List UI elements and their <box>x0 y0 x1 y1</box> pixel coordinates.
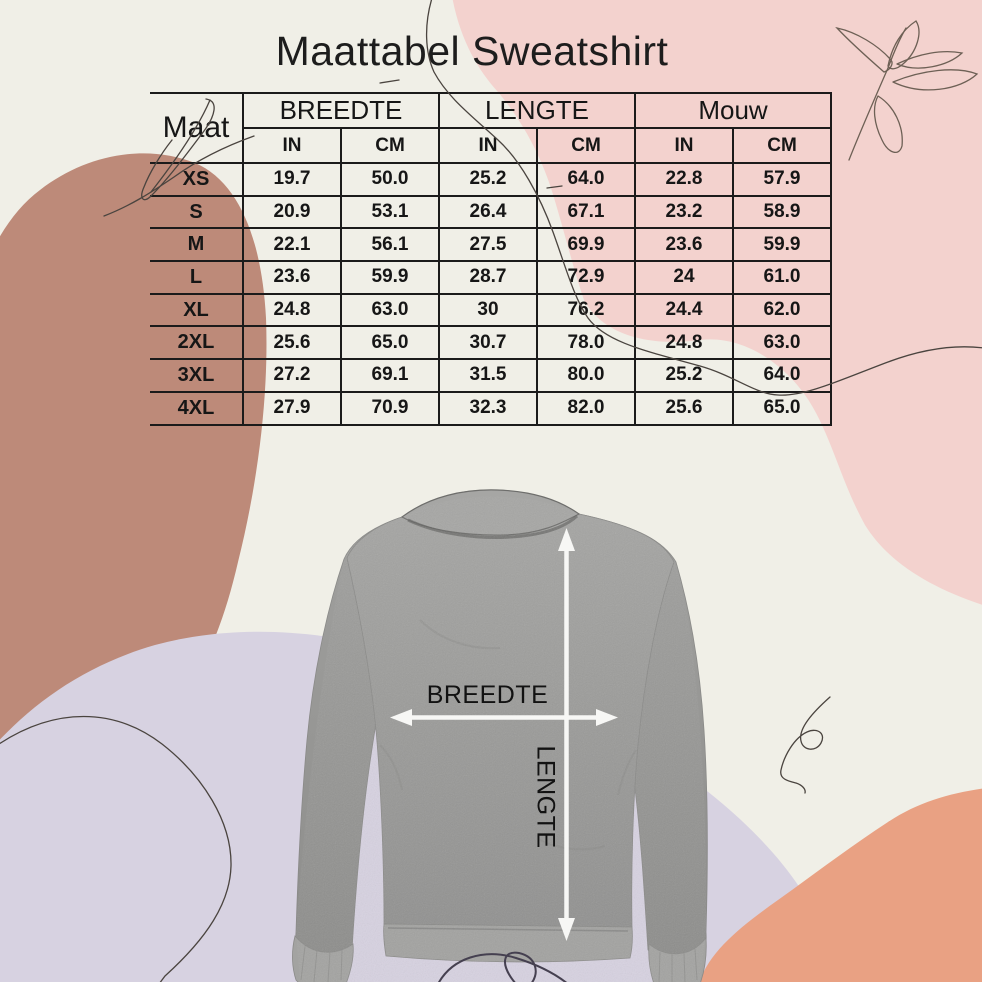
group-header-breedte: BREEDTE <box>242 92 440 129</box>
size-cell: XL <box>150 292 244 328</box>
measurement-cell: 22.1 <box>242 227 342 263</box>
measurement-cell: 76.2 <box>536 292 636 328</box>
measurement-cell: 59.9 <box>340 260 440 295</box>
measurement-cell: 67.1 <box>536 194 636 230</box>
size-row: 3XL 27.2 69.1 31.5 80.0 25.2 64.0 <box>150 358 833 393</box>
unit-header-cm: CM <box>536 127 636 164</box>
size-row: XL 24.8 63.0 30 76.2 24.4 62.0 <box>150 292 833 328</box>
measurement-cell: 62.0 <box>731 292 833 328</box>
measurement-cell: 24.8 <box>242 292 342 328</box>
size-cell: S <box>150 194 244 230</box>
size-cell: 2XL <box>150 325 244 361</box>
measurement-cell: 69.1 <box>340 358 440 393</box>
measurement-cell: 25.6 <box>634 390 734 426</box>
measurement-cell: 24.4 <box>634 292 734 328</box>
group-header-lengte: LENGTE <box>438 92 636 129</box>
measurement-cell: 63.0 <box>731 325 833 361</box>
measurement-cell: 78.0 <box>536 325 636 361</box>
measurement-cell: 31.5 <box>438 358 538 393</box>
size-row: L 23.6 59.9 28.7 72.9 24 61.0 <box>150 260 833 295</box>
measurement-cell: 25.6 <box>242 325 342 361</box>
measurement-cell: 65.0 <box>340 325 440 361</box>
measurement-cell: 27.9 <box>242 390 342 426</box>
page-title: Maattabel Sweatshirt <box>275 28 669 74</box>
measurement-cell: 32.3 <box>438 390 538 426</box>
size-cell: 4XL <box>150 390 244 426</box>
salmon-blob <box>699 788 982 982</box>
measurement-cell: 50.0 <box>340 162 440 197</box>
unit-header-in: IN <box>243 127 342 164</box>
unit-header-in: IN <box>438 127 538 164</box>
measurement-cell: 26.4 <box>438 194 538 230</box>
unit-header-cm: CM <box>340 127 440 164</box>
size-row: M 22.1 56.1 27.5 69.9 23.6 59.9 <box>150 227 833 263</box>
size-row: 2XL 25.6 65.0 30.7 78.0 24.8 63.0 <box>150 325 833 361</box>
measurement-cell: 30 <box>438 292 538 328</box>
measurement-cell: 24 <box>634 260 734 295</box>
size-cell: 3XL <box>150 358 244 393</box>
measurement-cell: 19.7 <box>242 162 342 197</box>
measurement-cell: 28.7 <box>438 260 538 295</box>
size-row: 4XL 27.9 70.9 32.3 82.0 25.6 65.0 <box>150 390 833 426</box>
size-table-body: XS 19.7 50.0 25.2 64.0 22.8 57.9 S 20.9 53.1 26.4 6… <box>150 162 833 426</box>
measurement-cell: 80.0 <box>536 358 636 393</box>
measurement-cell: 53.1 <box>340 194 440 230</box>
length-dimension-label: LENGTE <box>531 745 560 849</box>
measurement-cell: 22.8 <box>634 162 734 197</box>
width-dimension-label: BREEDTE <box>426 681 549 709</box>
measurement-cell: 27.5 <box>438 227 538 263</box>
measurement-cell: 25.2 <box>438 162 538 197</box>
measurement-cell: 65.0 <box>731 390 833 426</box>
unit-header-cm: CM <box>731 127 833 164</box>
measurement-cell: 23.6 <box>242 260 342 295</box>
measurement-cell: 63.0 <box>340 292 440 328</box>
measurement-cell: 64.0 <box>536 162 636 197</box>
size-column-header: Maat <box>150 92 244 164</box>
size-row: XS 19.7 50.0 25.2 64.0 22.8 57.9 <box>150 162 833 197</box>
measurement-cell: 30.7 <box>438 325 538 361</box>
measurement-cell: 20.9 <box>242 194 342 230</box>
size-cell: XS <box>150 162 244 197</box>
measurement-cell: 61.0 <box>731 260 833 295</box>
unit-header-row: IN CM IN CM IN CM <box>150 127 833 164</box>
size-table: Maat BREEDTE LENGTE Mouw IN CM IN CM IN … <box>150 92 833 426</box>
measurement-cell: 24.8 <box>634 325 734 361</box>
measurement-cell: 56.1 <box>340 227 440 263</box>
unit-header-in: IN <box>634 127 734 164</box>
measurement-cell: 82.0 <box>536 390 636 426</box>
measurement-cell: 57.9 <box>731 162 833 197</box>
measurement-cell: 69.9 <box>536 227 636 263</box>
measurement-cell: 23.2 <box>634 194 734 230</box>
size-row: S 20.9 53.1 26.4 67.1 23.2 58.9 <box>150 194 833 230</box>
measurement-cell: 27.2 <box>242 358 342 393</box>
measurement-cell: 58.9 <box>731 194 833 230</box>
group-header-row: Maat BREEDTE LENGTE Mouw <box>150 92 833 164</box>
group-header-mouw: Mouw <box>633 92 833 129</box>
measurement-cell: 23.6 <box>634 227 734 263</box>
measurement-cell: 59.9 <box>731 227 833 263</box>
measurement-cell: 72.9 <box>536 260 636 295</box>
measurement-cell: 64.0 <box>731 358 833 393</box>
measurement-cell: 70.9 <box>340 390 440 426</box>
measurement-cell: 25.2 <box>634 358 734 393</box>
size-cell: M <box>150 227 244 263</box>
size-cell: L <box>150 260 244 295</box>
